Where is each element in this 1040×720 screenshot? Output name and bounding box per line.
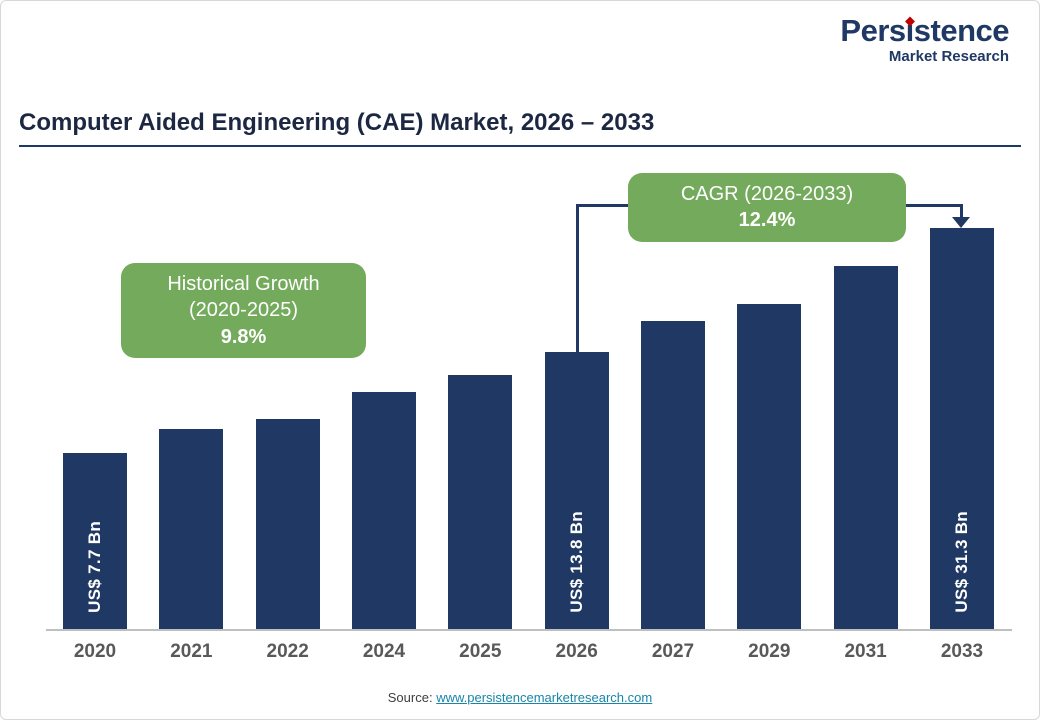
x-axis-label-2026: 2026 — [555, 641, 598, 662]
bar-2021 — [159, 429, 224, 629]
cagr-callout: CAGR (2026-2033) 12.4% — [628, 173, 906, 242]
cagr-connector-left-horizontal — [576, 204, 630, 207]
title-underline — [19, 145, 1021, 147]
historical-growth-value: 9.8% — [220, 325, 267, 348]
cagr-connector-right-vertical — [960, 204, 963, 218]
bar-2026: US$ 13.8 Bn — [544, 352, 609, 629]
bar-2020: US$ 7.7 Bn — [63, 453, 127, 629]
historical-growth-callout: Historical Growth (2020-2025) 9.8% — [121, 263, 366, 359]
x-axis-baseline — [46, 629, 1012, 631]
cagr-connector-left-vertical — [576, 204, 579, 352]
source-link[interactable]: www.persistencemarketresearch.com — [436, 690, 653, 705]
brand-tagline: Market Research — [888, 47, 1009, 65]
bar-value-label: US$ 13.8 Bn — [566, 511, 586, 613]
bar-2033: US$ 31.3 Bn — [929, 228, 994, 629]
source-note: Source: www.persistencemarketresearch.co… — [1, 690, 1039, 705]
bar-value-wrap: US$ 31.3 Bn — [930, 511, 994, 613]
brand-name: Persıstence — [840, 13, 1010, 48]
bar-value-wrap: US$ 7.7 Bn — [63, 521, 127, 613]
bar-2027 — [640, 321, 705, 629]
cagr-connector-right-horizontal — [904, 204, 963, 207]
brand-name-start: Pers — [840, 13, 906, 48]
bar-2031 — [833, 266, 898, 629]
bar-2029 — [737, 304, 802, 629]
x-axis-label-2027: 2027 — [651, 641, 695, 662]
x-axis-label-2021: 2021 — [170, 641, 213, 662]
page-title: Computer Aided Engineering (CAE) Market,… — [19, 109, 655, 136]
source-prefix: Source: — [387, 690, 437, 705]
bar-2024 — [351, 392, 416, 629]
x-axis-label-2033: 2033 — [940, 641, 984, 662]
historical-growth-line2: (2020-2025) — [189, 299, 298, 322]
bar-2022 — [255, 419, 320, 629]
bar-2025 — [448, 375, 513, 629]
x-axis-label-2024: 2024 — [362, 641, 406, 662]
arrow-down-icon — [952, 217, 970, 228]
bars-row: US$ 7.7 Bn US$ 13.8 Bn US$ 31.3 Bn — [63, 161, 994, 629]
x-axis-label-2022: 2022 — [266, 641, 309, 662]
bar-value-label: US$ 31.3 Bn — [951, 511, 971, 613]
brand-red-diamond-icon: ı — [905, 13, 915, 48]
bar-value-wrap: US$ 13.8 Bn — [545, 511, 609, 613]
x-axis-labels: 2020 2021 2022 2024 2025 2026 2027 2029 2031 2033 — [63, 641, 994, 663]
historical-growth-line1: Historical Growth — [167, 273, 320, 295]
brand-logo: Persıstence Market Research — [840, 13, 1010, 65]
x-axis-label-2020: 2020 — [73, 641, 117, 662]
x-axis-label-2031: 2031 — [844, 641, 887, 662]
brand-name-end: stence — [913, 13, 1010, 48]
cagr-line1: CAGR (2026-2033) — [680, 183, 854, 205]
cagr-value: 12.4% — [738, 209, 796, 232]
bar-value-label: US$ 7.7 Bn — [85, 521, 104, 613]
x-axis-label-2025: 2025 — [459, 641, 502, 662]
title-block: Computer Aided Engineering (CAE) Market,… — [19, 109, 1021, 147]
x-axis-label-2029: 2029 — [748, 641, 791, 662]
